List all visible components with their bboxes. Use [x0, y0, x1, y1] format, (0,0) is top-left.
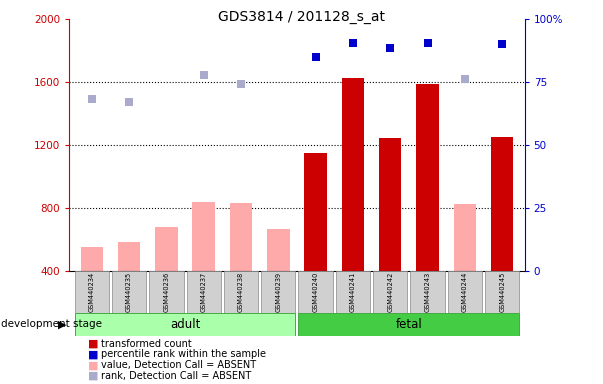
Bar [379, 138, 402, 271]
Bar [448, 271, 482, 313]
Bar [155, 227, 177, 271]
Point [236, 81, 246, 87]
Bar [149, 271, 183, 313]
Bar [342, 78, 364, 271]
Point [124, 99, 134, 105]
Text: GSM440242: GSM440242 [387, 271, 393, 312]
Point [423, 40, 432, 46]
Text: GSM440234: GSM440234 [89, 272, 95, 312]
Text: GDS3814 / 201128_s_at: GDS3814 / 201128_s_at [218, 10, 385, 23]
Bar [118, 242, 140, 271]
Bar [417, 84, 439, 271]
Bar [75, 313, 295, 336]
Text: GSM440239: GSM440239 [276, 272, 282, 312]
Text: rank, Detection Call = ABSENT: rank, Detection Call = ABSENT [101, 371, 251, 381]
Point [348, 40, 358, 46]
Text: ■: ■ [88, 339, 99, 349]
Bar [81, 247, 103, 271]
Text: GSM440236: GSM440236 [163, 272, 169, 312]
Bar [261, 271, 295, 313]
Bar [230, 203, 252, 271]
Bar [267, 229, 289, 271]
Bar [112, 271, 146, 313]
Text: GSM440240: GSM440240 [312, 271, 318, 312]
Bar [192, 202, 215, 271]
Text: ■: ■ [88, 349, 99, 359]
Point [497, 40, 507, 46]
Bar [186, 271, 221, 313]
Text: GSM440237: GSM440237 [201, 272, 207, 312]
Text: GSM440244: GSM440244 [462, 271, 468, 312]
Text: GSM440243: GSM440243 [425, 272, 431, 312]
Text: ■: ■ [88, 360, 99, 370]
Bar [373, 271, 408, 313]
Point [311, 54, 320, 60]
Point [199, 72, 209, 78]
Text: GSM440245: GSM440245 [499, 271, 505, 312]
Bar [485, 271, 519, 313]
Text: percentile rank within the sample: percentile rank within the sample [101, 349, 267, 359]
Bar [298, 271, 333, 313]
Point [87, 96, 96, 103]
Text: GSM440235: GSM440235 [126, 272, 132, 312]
Bar [491, 137, 513, 271]
Bar [453, 204, 476, 271]
Bar [75, 271, 109, 313]
Bar [298, 313, 519, 336]
Bar [336, 271, 370, 313]
Text: ■: ■ [88, 371, 99, 381]
Text: adult: adult [170, 318, 200, 331]
Bar [224, 271, 258, 313]
Text: development stage: development stage [1, 319, 102, 329]
Text: ▶: ▶ [58, 319, 66, 329]
Text: fetal: fetal [396, 318, 422, 331]
Text: GSM440238: GSM440238 [238, 272, 244, 312]
Text: GSM440241: GSM440241 [350, 272, 356, 312]
Point [385, 45, 395, 51]
Bar [305, 153, 327, 271]
Point [460, 76, 470, 82]
Text: transformed count: transformed count [101, 339, 192, 349]
Text: value, Detection Call = ABSENT: value, Detection Call = ABSENT [101, 360, 256, 370]
Bar [411, 271, 445, 313]
